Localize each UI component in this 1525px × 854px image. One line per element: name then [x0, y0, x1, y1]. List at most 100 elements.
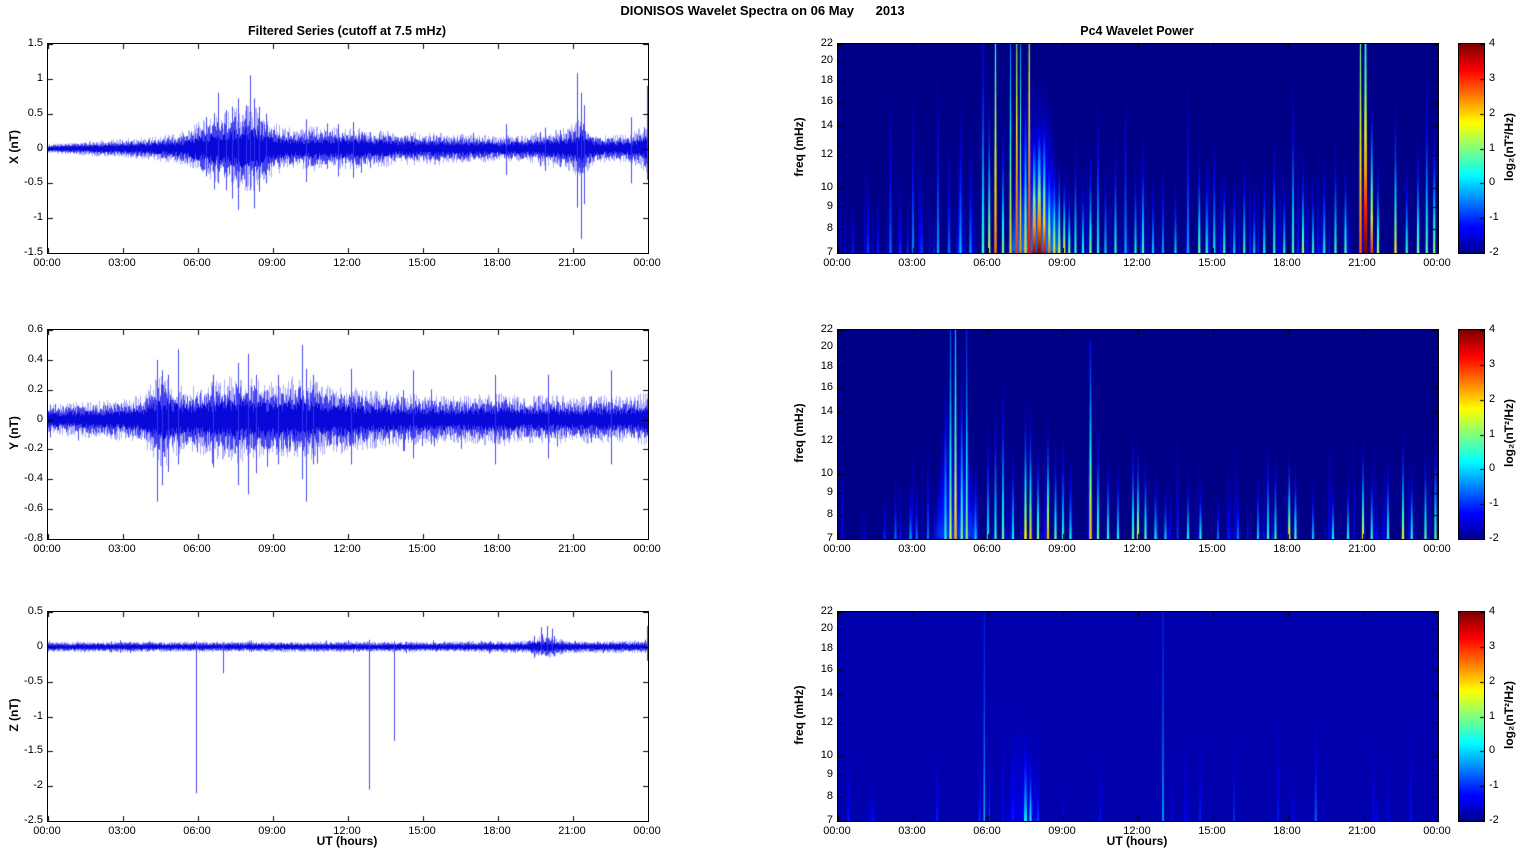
- x-tick-label: 12:00: [1123, 825, 1151, 837]
- y-tick-label: 1: [36, 71, 43, 84]
- freq-tick-label: 22: [820, 605, 833, 617]
- x-tick-label: 06:00: [973, 825, 1001, 837]
- colorbar-tick-label: 0: [1489, 462, 1496, 475]
- wavelet-power-title: Pc4 Wavelet Power: [1080, 24, 1194, 38]
- freq-tick-label: 8: [826, 221, 833, 234]
- x-tick-label: 15:00: [408, 257, 436, 269]
- freq-tick-label: 12: [820, 433, 833, 446]
- colorbar-tick-label: -2: [1489, 246, 1499, 258]
- x-tick-label: 00:00: [33, 257, 61, 269]
- x-tick-label: 03:00: [898, 257, 926, 269]
- freq-tick-label: 10: [820, 748, 833, 761]
- x-tick-label: 18:00: [483, 543, 511, 555]
- x-tick-label: 12:00: [1123, 257, 1151, 269]
- y-tick-label: 1.5: [27, 37, 43, 49]
- y-wavelet-spectrogram-canvas: [837, 329, 1439, 540]
- freq-tick-label: 7: [826, 814, 833, 826]
- x-series-plot-canvas: [47, 43, 649, 254]
- x-tick-label: 21:00: [558, 257, 586, 269]
- y-tick-label: -0.4: [24, 472, 43, 485]
- freq-tick-label: 20: [820, 340, 833, 353]
- x-tick-label: 21:00: [558, 543, 586, 555]
- y-tick-label: 0: [36, 639, 43, 652]
- y-tick-label: -2: [33, 779, 43, 792]
- colorbar-canvas: [1458, 611, 1485, 822]
- freq-tick-label: 16: [820, 663, 833, 676]
- x-tick-label: 15:00: [1198, 543, 1226, 555]
- x-tick-label: 12:00: [333, 825, 361, 837]
- x-tick-label: 00:00: [33, 543, 61, 555]
- x-wavelet-spectrogram-canvas: [837, 43, 1439, 254]
- y-tick-label: 0.5: [27, 605, 43, 617]
- freq-tick-label: 22: [820, 37, 833, 49]
- x-tick-label: 18:00: [1273, 543, 1301, 555]
- colorbar-canvas: [1458, 43, 1485, 254]
- freq-tick-label: 7: [826, 532, 833, 544]
- colorbar-tick-label: -1: [1489, 211, 1499, 224]
- freq-tick-label: 12: [820, 715, 833, 728]
- x-tick-label: 12:00: [1123, 543, 1151, 555]
- colorbar-tick-label: 2: [1489, 392, 1496, 405]
- x-tick-label: 21:00: [558, 825, 586, 837]
- x-tick-label: 00:00: [633, 543, 661, 555]
- filtered-series-title: Filtered Series (cutoff at 7.5 mHz): [248, 24, 446, 38]
- z-wavelet-spectrogram-canvas: [837, 611, 1439, 822]
- freq-tick-label: 9: [826, 768, 833, 781]
- colorbar-tick-label: -2: [1489, 814, 1499, 826]
- freq-tick-label: 16: [820, 95, 833, 108]
- x-tick-label: 00:00: [823, 825, 851, 837]
- freq-tick-label: 22: [820, 323, 833, 335]
- y-tick-label: -0.6: [24, 502, 43, 515]
- colorbar-tick-label: 1: [1489, 709, 1496, 722]
- x-tick-label: 15:00: [1198, 257, 1226, 269]
- colorbar-tick-label: 0: [1489, 744, 1496, 757]
- y-tick-label: 0.4: [27, 352, 43, 365]
- x-tick-label: 12:00: [333, 543, 361, 555]
- x-tick-label: 15:00: [408, 825, 436, 837]
- colorbar-tick-label: 1: [1489, 427, 1496, 440]
- colorbar-tick-label: 1: [1489, 141, 1496, 154]
- colorbar-tick-label: -2: [1489, 532, 1499, 544]
- freq-tick-label: 18: [820, 359, 833, 372]
- y-tick-label: -1: [33, 709, 43, 722]
- x-tick-label: 15:00: [408, 543, 436, 555]
- freq-tick-label: 18: [820, 73, 833, 86]
- colorbar-tick-label: 3: [1489, 357, 1496, 370]
- x-tick-label: 00:00: [823, 543, 851, 555]
- y-tick-label: -0.5: [24, 674, 43, 687]
- freq-tick-label: 20: [820, 622, 833, 635]
- x-tick-label: 00:00: [1423, 543, 1451, 555]
- freq-tick-label: 18: [820, 641, 833, 654]
- colorbar-tick-label: 2: [1489, 106, 1496, 119]
- x-tick-label: 06:00: [183, 825, 211, 837]
- freq-tick-label: 20: [820, 54, 833, 67]
- x-tick-label: 00:00: [633, 825, 661, 837]
- x-tick-label: 03:00: [898, 543, 926, 555]
- y-tick-label: 0: [36, 141, 43, 154]
- x-tick-label: 00:00: [633, 257, 661, 269]
- y-tick-label: 0.6: [27, 323, 43, 335]
- x-tick-label: 18:00: [483, 257, 511, 269]
- colorbar-tick-label: 4: [1489, 605, 1496, 617]
- x-tick-label: 21:00: [1348, 825, 1376, 837]
- ut-hours-label: UT (hours): [316, 834, 378, 848]
- x-tick-label: 03:00: [898, 825, 926, 837]
- colorbar-tick-label: 4: [1489, 37, 1496, 49]
- x-tick-label: 21:00: [1348, 543, 1376, 555]
- x-tick-label: 18:00: [483, 825, 511, 837]
- colorbar-tick-label: -1: [1489, 779, 1499, 792]
- x-tick-label: 09:00: [1048, 825, 1076, 837]
- x-tick-label: 06:00: [973, 543, 1001, 555]
- figure-title: DIONISOS Wavelet Spectra on 06 May 2013: [620, 3, 905, 18]
- z-series-plot-canvas: [47, 611, 649, 822]
- x-tick-label: 12:00: [333, 257, 361, 269]
- y-tick-label: -0.8: [24, 532, 43, 544]
- freq-tick-label: 10: [820, 180, 833, 193]
- x-tick-label: 00:00: [1423, 825, 1451, 837]
- y-tick-label: -1: [33, 211, 43, 224]
- freq-tick-label: 14: [820, 119, 833, 132]
- colorbar-tick-label: 4: [1489, 323, 1496, 335]
- x-tick-label: 06:00: [183, 257, 211, 269]
- x-tick-label: 00:00: [823, 257, 851, 269]
